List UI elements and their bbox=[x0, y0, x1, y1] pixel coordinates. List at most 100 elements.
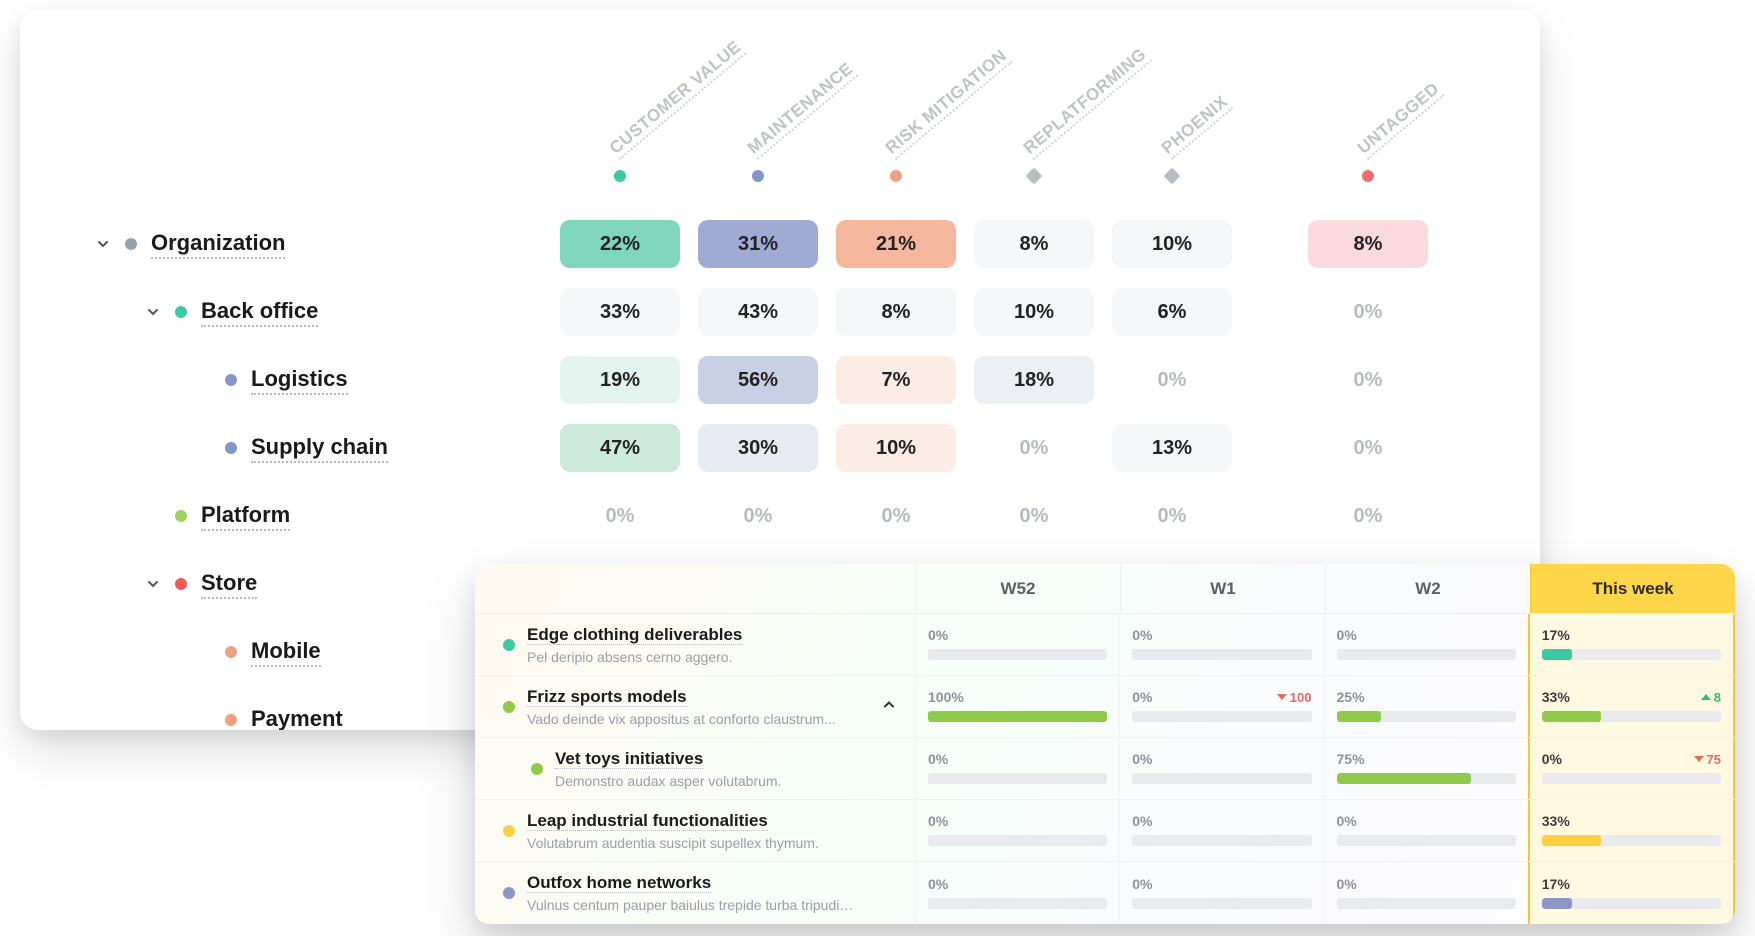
week-header[interactable]: W2 bbox=[1325, 564, 1530, 613]
heat-cell[interactable]: 0% bbox=[1308, 288, 1428, 336]
week-cell-pct: 17% bbox=[1542, 876, 1570, 892]
week-header[interactable]: W1 bbox=[1120, 564, 1325, 613]
progress-bar bbox=[928, 835, 1107, 846]
heat-cell[interactable]: 0% bbox=[1308, 492, 1428, 540]
heat-row-name[interactable]: Mobile bbox=[251, 638, 321, 667]
heat-cell[interactable]: 30% bbox=[698, 424, 818, 472]
week-cell-pct: 75% bbox=[1337, 751, 1365, 767]
week-cell: 17% bbox=[1528, 862, 1735, 924]
progress-bar bbox=[1542, 649, 1721, 660]
heat-cell[interactable]: 8% bbox=[974, 220, 1094, 268]
delta-badge: 75 bbox=[1694, 752, 1721, 767]
week-cell-pct: 0% bbox=[1132, 813, 1152, 829]
weekly-row: Frizz sports models Vado deinde vix appos… bbox=[475, 676, 1735, 738]
heat-row-name[interactable]: Payment bbox=[251, 706, 343, 731]
heat-row-name[interactable]: Logistics bbox=[251, 366, 348, 395]
progress-bar bbox=[1337, 649, 1516, 660]
weekly-row-title[interactable]: Edge clothing deliverables bbox=[527, 625, 742, 645]
week-cell-pct: 100% bbox=[928, 689, 964, 705]
triangle-down-icon bbox=[1277, 694, 1287, 700]
item-dot-icon bbox=[503, 825, 515, 837]
week-header[interactable]: W52 bbox=[915, 564, 1120, 613]
heat-col-label: RISK MITIGATION bbox=[882, 46, 1012, 160]
heat-cell[interactable]: 10% bbox=[836, 424, 956, 472]
weekly-row: Outfox home networksVulnus centum pauper… bbox=[475, 862, 1735, 924]
heat-cell[interactable]: 0% bbox=[1112, 356, 1232, 404]
progress-bar bbox=[1542, 898, 1721, 909]
heat-cell[interactable]: 13% bbox=[1112, 424, 1232, 472]
week-cell-pct: 0% bbox=[1132, 689, 1152, 705]
heat-cell[interactable]: 21% bbox=[836, 220, 956, 268]
heat-cell[interactable]: 7% bbox=[836, 356, 956, 404]
item-dot-icon bbox=[503, 887, 515, 899]
chevron-up-icon[interactable] bbox=[881, 696, 897, 717]
progress-bar bbox=[1132, 711, 1311, 722]
chevron-down-icon[interactable] bbox=[145, 577, 161, 591]
week-cell-pct: 0% bbox=[928, 813, 948, 829]
heat-col-label: MAINTENANCE bbox=[744, 59, 859, 160]
heat-col-label: UNTAGGED bbox=[1354, 79, 1445, 160]
heat-cell[interactable]: 0% bbox=[1112, 492, 1232, 540]
heat-row: Platform 0% 0% 0% 0% 0% 0% bbox=[95, 482, 1540, 550]
weekly-row-title[interactable]: Vet toys initiatives bbox=[555, 749, 703, 769]
week-cell-pct: 0% bbox=[1132, 876, 1152, 892]
heat-cell[interactable]: 10% bbox=[974, 288, 1094, 336]
heat-cell[interactable]: 8% bbox=[1308, 220, 1428, 268]
heat-cell[interactable]: 0% bbox=[698, 492, 818, 540]
heat-cell[interactable]: 22% bbox=[560, 220, 680, 268]
week-cell-pct: 0% bbox=[1132, 751, 1152, 767]
category-dot-icon bbox=[175, 510, 187, 522]
week-cell-pct: 0% bbox=[1132, 627, 1152, 643]
heat-cell[interactable]: 0% bbox=[974, 492, 1094, 540]
heat-row-name[interactable]: Back office bbox=[201, 298, 318, 327]
progress-bar bbox=[928, 711, 1107, 722]
triangle-up-icon bbox=[1701, 694, 1711, 700]
heat-cell[interactable]: 0% bbox=[836, 492, 956, 540]
progress-bar bbox=[928, 773, 1107, 784]
heat-cell[interactable]: 19% bbox=[560, 356, 680, 404]
week-cell-pct: 0% bbox=[928, 751, 948, 767]
weekly-row-title[interactable]: Outfox home networks bbox=[527, 873, 711, 893]
week-cell: 0% bbox=[1324, 614, 1528, 675]
week-cell: 0% 75 bbox=[1528, 738, 1735, 799]
progress-bar bbox=[1132, 773, 1311, 784]
heat-cell[interactable]: 56% bbox=[698, 356, 818, 404]
category-dot-icon bbox=[125, 238, 137, 250]
week-cell-pct: 0% bbox=[1337, 813, 1357, 829]
chevron-down-icon[interactable] bbox=[95, 237, 111, 251]
progress-bar bbox=[1337, 898, 1516, 909]
week-header[interactable]: This week bbox=[1530, 564, 1735, 613]
progress-bar bbox=[1132, 835, 1311, 846]
heat-cell[interactable]: 33% bbox=[560, 288, 680, 336]
heat-cell[interactable]: 18% bbox=[974, 356, 1094, 404]
weekly-row-title[interactable]: Leap industrial functionalities bbox=[527, 811, 768, 831]
heat-cell[interactable]: 0% bbox=[974, 424, 1094, 472]
heat-row-name[interactable]: Organization bbox=[151, 230, 285, 259]
heat-cell[interactable]: 0% bbox=[560, 492, 680, 540]
week-cell: 0% bbox=[915, 614, 1119, 675]
heat-row-name[interactable]: Store bbox=[201, 570, 257, 599]
heat-cell[interactable]: 47% bbox=[560, 424, 680, 472]
weekly-row-subtitle: Vado deinde vix appositus at conforto cl… bbox=[527, 711, 836, 727]
heat-cell[interactable]: 0% bbox=[1308, 356, 1428, 404]
week-cell: 0% bbox=[915, 738, 1119, 799]
heat-cell[interactable]: 43% bbox=[698, 288, 818, 336]
heat-row: Organization 22% 31% 21% 8% 10% 8% bbox=[95, 210, 1540, 278]
dot-icon bbox=[890, 170, 902, 182]
category-dot-icon bbox=[175, 578, 187, 590]
progress-bar bbox=[1542, 711, 1721, 722]
dot-icon bbox=[614, 170, 626, 182]
heat-cell[interactable]: 8% bbox=[836, 288, 956, 336]
heat-row-name[interactable]: Supply chain bbox=[251, 434, 388, 463]
heat-cell[interactable]: 31% bbox=[698, 220, 818, 268]
heat-row-name[interactable]: Platform bbox=[201, 502, 290, 531]
delta-badge: 100 bbox=[1277, 690, 1312, 705]
progress-bar bbox=[1132, 649, 1311, 660]
heat-cell[interactable]: 10% bbox=[1112, 220, 1232, 268]
weekly-row-subtitle: Pel deripio absens cerno aggero. bbox=[527, 649, 742, 665]
chevron-down-icon[interactable] bbox=[145, 305, 161, 319]
heat-cell[interactable]: 6% bbox=[1112, 288, 1232, 336]
category-dot-icon bbox=[225, 646, 237, 658]
heat-cell[interactable]: 0% bbox=[1308, 424, 1428, 472]
weekly-row-title[interactable]: Frizz sports models bbox=[527, 687, 687, 707]
